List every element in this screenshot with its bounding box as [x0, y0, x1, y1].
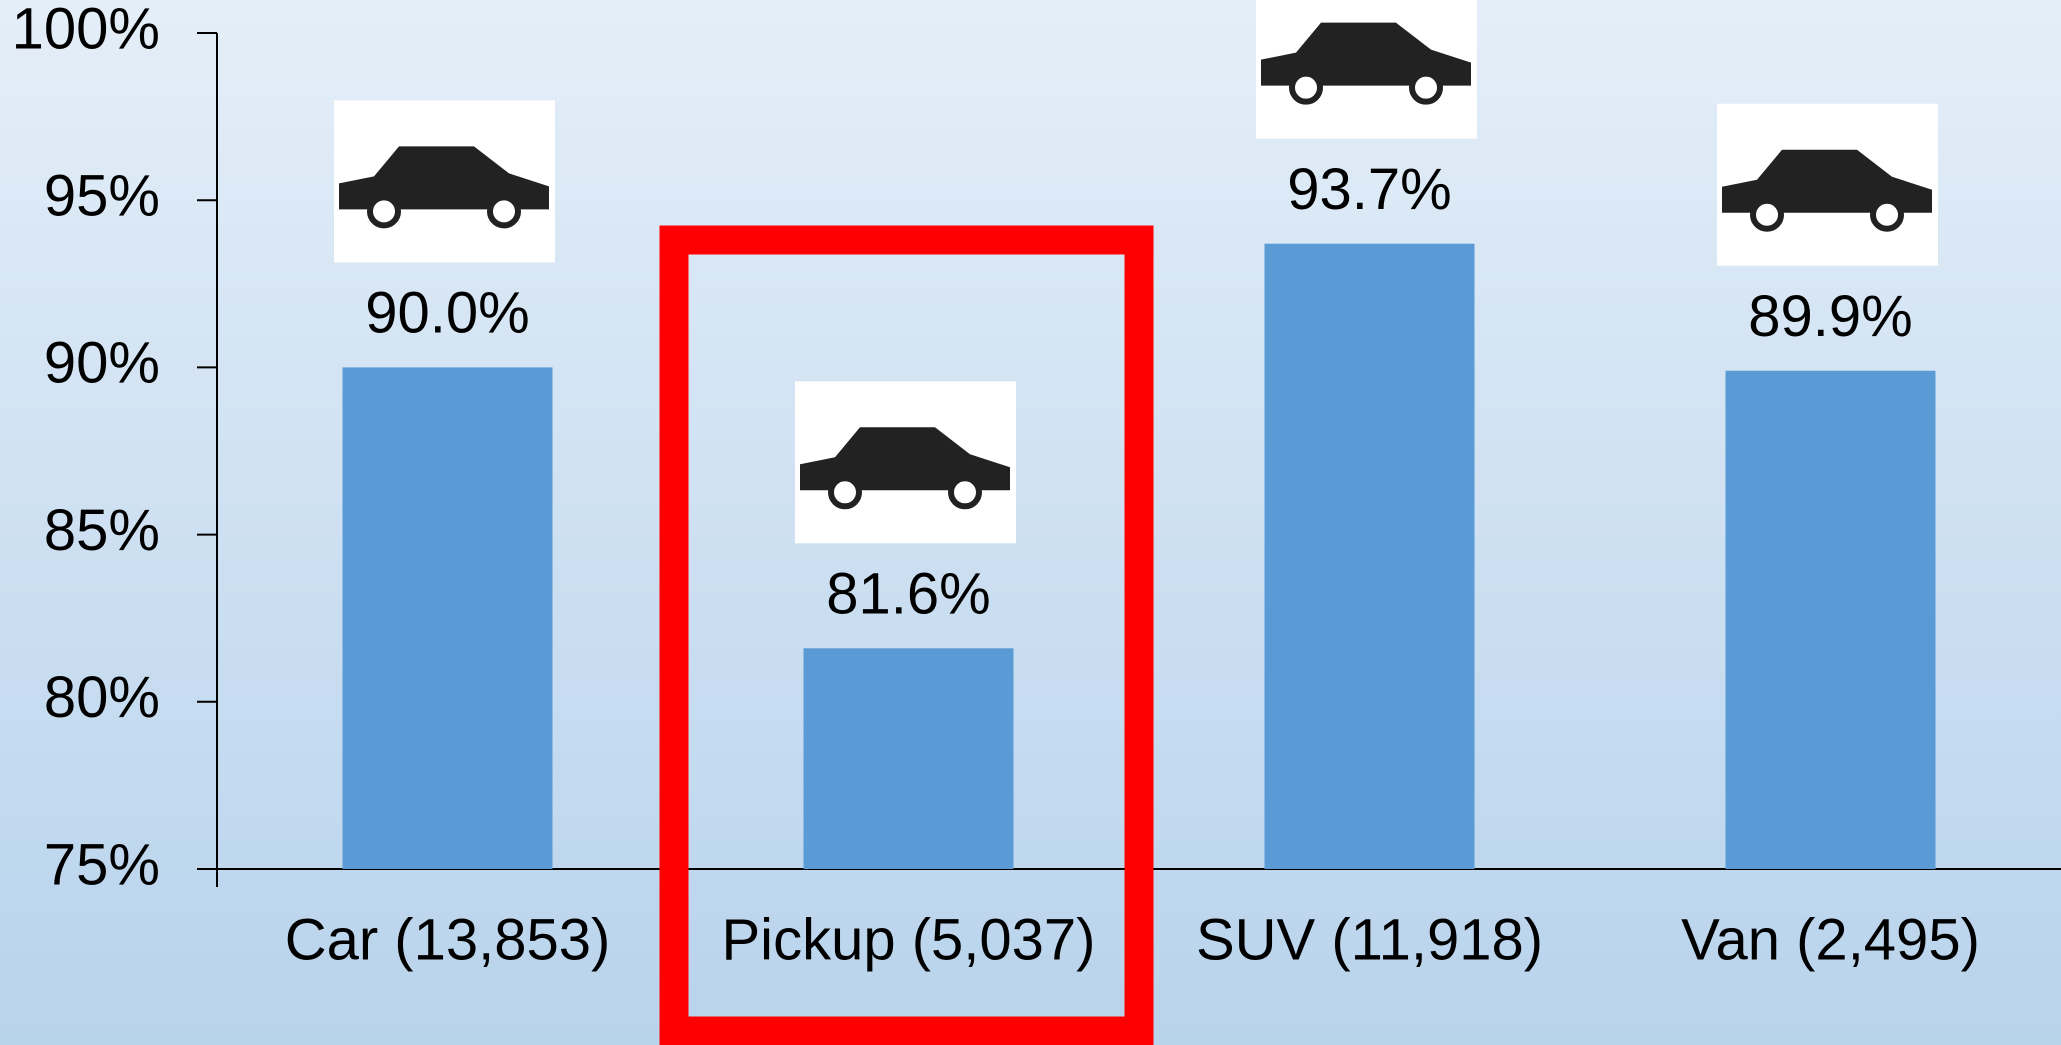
highlight-box [659, 225, 1154, 1045]
vehicle-wheel [1750, 197, 1784, 232]
vehicle-wheel [367, 194, 401, 229]
vehicle-wheel [828, 475, 862, 510]
vehicle-wheel [1289, 70, 1323, 105]
vehicle-icon [800, 427, 1010, 491]
y-tick-label: 100% [12, 0, 160, 61]
bar [1264, 243, 1475, 869]
vehicle-icon [339, 146, 549, 210]
vehicle-wheel [487, 194, 521, 229]
value-label: 93.7% [1287, 157, 1451, 222]
y-tick-label: 80% [44, 665, 160, 730]
value-label: 89.9% [1748, 284, 1912, 349]
vehicle-wheel [1870, 197, 1904, 232]
y-tick-label: 95% [44, 164, 160, 229]
x-tick-label: Van (2,495) [1681, 907, 1980, 972]
x-tick-label: SUV (11,918) [1196, 907, 1543, 972]
vehicle-icon [1722, 149, 1932, 213]
value-label: 90.0% [365, 281, 529, 346]
y-tick-label: 75% [44, 832, 160, 897]
y-tick-label: 85% [44, 498, 160, 563]
vehicle-wheel [1409, 70, 1443, 105]
x-tick-label: Car (13,853) [285, 907, 611, 972]
vehicle-wheel [948, 475, 982, 510]
bar [803, 648, 1014, 869]
bar [342, 367, 553, 869]
vehicle-icon [1261, 22, 1471, 86]
x-tick-label: Pickup (5,037) [722, 907, 1096, 972]
value-label: 81.6% [826, 562, 990, 627]
y-tick-label: 90% [44, 331, 160, 396]
bar [1725, 370, 1936, 869]
